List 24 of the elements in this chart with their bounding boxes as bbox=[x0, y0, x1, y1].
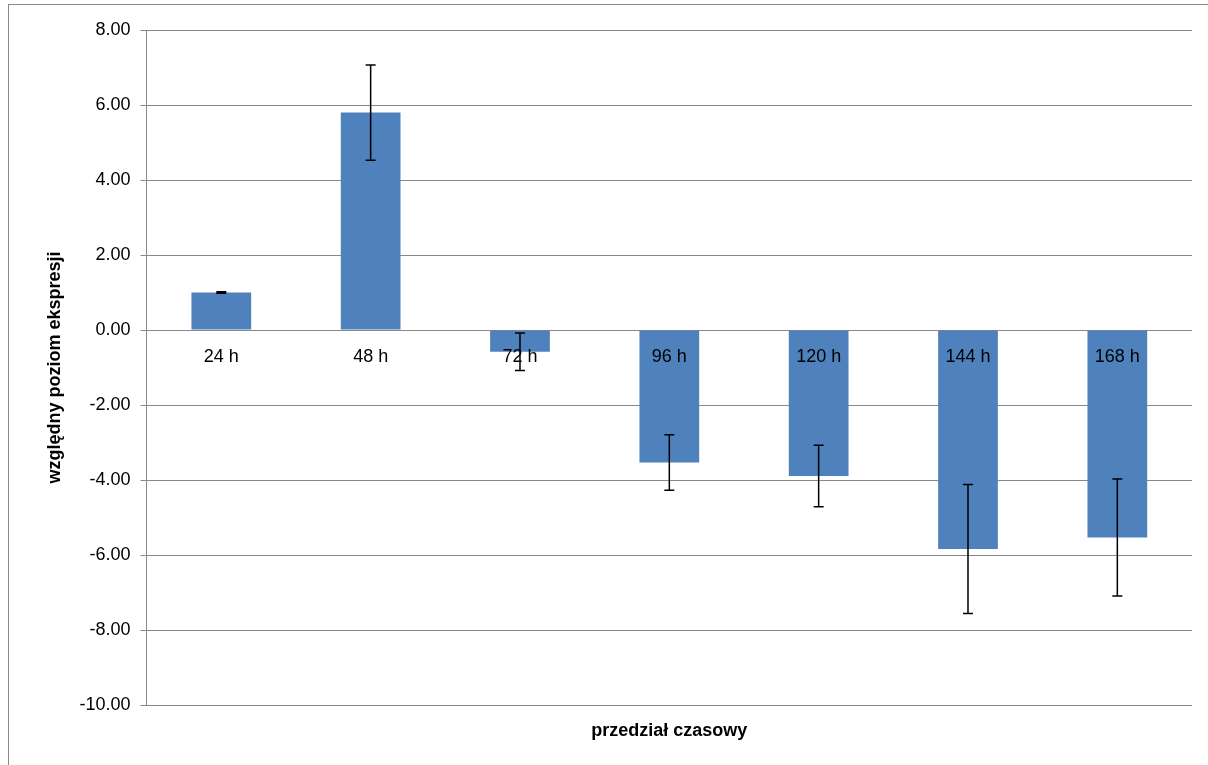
y-tick-label: -2.00 bbox=[89, 393, 131, 414]
y-tick-label: -4.00 bbox=[89, 468, 131, 489]
y-tick-label: 8.00 bbox=[95, 18, 131, 39]
y-tick-label: 4.00 bbox=[95, 168, 131, 189]
x-tick-label: 144 h bbox=[945, 345, 991, 366]
y-tick-label: -6.00 bbox=[89, 543, 131, 564]
bar bbox=[1087, 330, 1148, 538]
x-axis-title: przedział czasowy bbox=[591, 719, 748, 740]
bar bbox=[191, 292, 252, 330]
y-tick-label: 6.00 bbox=[95, 93, 131, 114]
bar bbox=[938, 330, 998, 549]
y-tick-label: 2.00 bbox=[95, 243, 131, 264]
x-tick-label: 96 h bbox=[651, 345, 687, 366]
x-tick-label: 168 h bbox=[1094, 345, 1140, 366]
y-tick-label: -8.00 bbox=[89, 618, 131, 639]
y-tick-label: 0.00 bbox=[95, 318, 131, 339]
bar bbox=[340, 112, 401, 330]
y-axis-title: względny poziom ekspresji bbox=[43, 251, 64, 485]
x-tick-label: 24 h bbox=[203, 345, 239, 366]
x-tick-label: 120 h bbox=[796, 345, 842, 366]
x-tick-label: 48 h bbox=[353, 345, 389, 366]
bar bbox=[639, 330, 700, 463]
bar bbox=[788, 330, 849, 476]
y-tick-label: -10.00 bbox=[79, 693, 131, 714]
